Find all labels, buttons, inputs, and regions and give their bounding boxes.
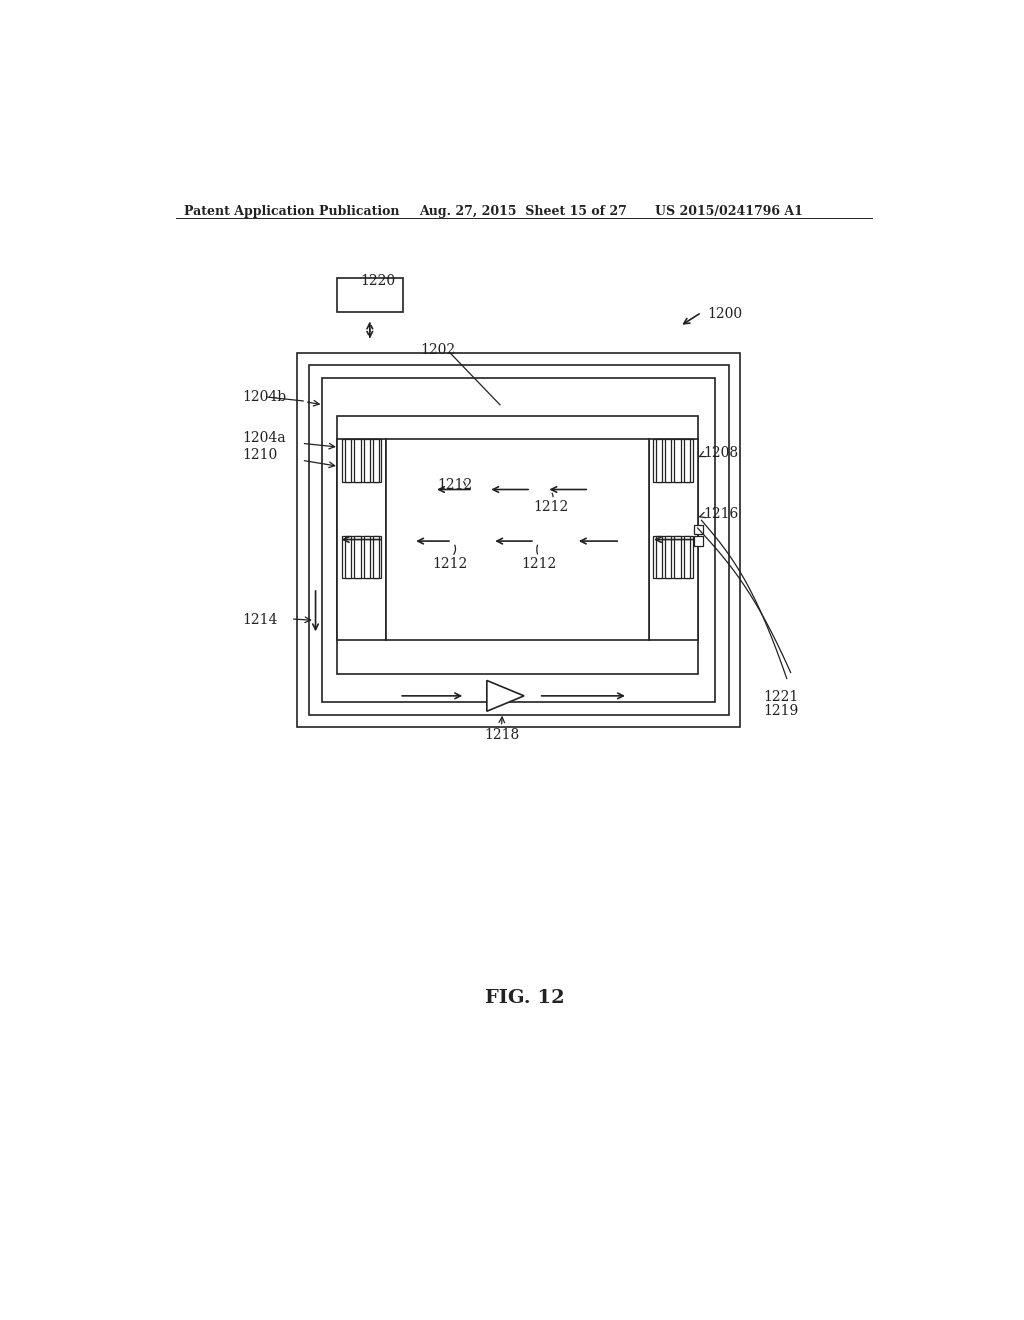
Bar	[337, 277, 403, 313]
Polygon shape	[486, 681, 524, 711]
Text: US 2015/0241796 A1: US 2015/0241796 A1	[655, 205, 803, 218]
Text: 1212: 1212	[521, 557, 556, 572]
Bar	[386, 440, 649, 640]
Text: 1221: 1221	[764, 690, 799, 705]
Bar	[354, 440, 360, 482]
Bar	[655, 440, 662, 482]
Text: 1202: 1202	[421, 343, 456, 358]
Text: 1214: 1214	[243, 614, 279, 627]
Bar	[653, 536, 693, 578]
Text: 1216: 1216	[703, 507, 738, 521]
Bar	[665, 536, 672, 578]
Bar	[354, 536, 360, 578]
Text: 1212: 1212	[437, 478, 473, 492]
Bar	[693, 536, 703, 545]
Text: 1212: 1212	[432, 557, 467, 572]
Bar	[342, 440, 381, 482]
Bar	[373, 440, 379, 482]
Text: 1212: 1212	[534, 499, 568, 513]
Bar	[649, 440, 697, 640]
Bar	[653, 440, 693, 482]
Text: 1204b: 1204b	[243, 391, 287, 404]
Text: Patent Application Publication: Patent Application Publication	[183, 205, 399, 218]
Bar	[693, 525, 703, 535]
Bar	[655, 536, 662, 578]
Bar	[308, 364, 729, 715]
Text: 1220: 1220	[360, 275, 395, 288]
Bar	[322, 378, 716, 702]
Bar	[364, 440, 370, 482]
Text: 1210: 1210	[243, 447, 278, 462]
Text: 1218: 1218	[484, 729, 519, 742]
Text: 1219: 1219	[764, 705, 799, 718]
Bar	[684, 440, 690, 482]
Text: FIG. 12: FIG. 12	[485, 989, 564, 1007]
Text: 1204a: 1204a	[243, 430, 287, 445]
Bar	[675, 440, 681, 482]
Bar	[364, 536, 370, 578]
Bar	[342, 536, 381, 578]
Text: 1200: 1200	[708, 308, 742, 321]
Bar	[665, 440, 672, 482]
Text: Aug. 27, 2015  Sheet 15 of 27: Aug. 27, 2015 Sheet 15 of 27	[419, 205, 627, 218]
Bar	[337, 416, 697, 675]
Bar	[337, 440, 386, 640]
Bar	[684, 536, 690, 578]
Bar	[297, 354, 740, 726]
Text: 1208: 1208	[703, 446, 738, 461]
Bar	[345, 536, 351, 578]
Bar	[373, 536, 379, 578]
Bar	[675, 536, 681, 578]
Bar	[345, 440, 351, 482]
